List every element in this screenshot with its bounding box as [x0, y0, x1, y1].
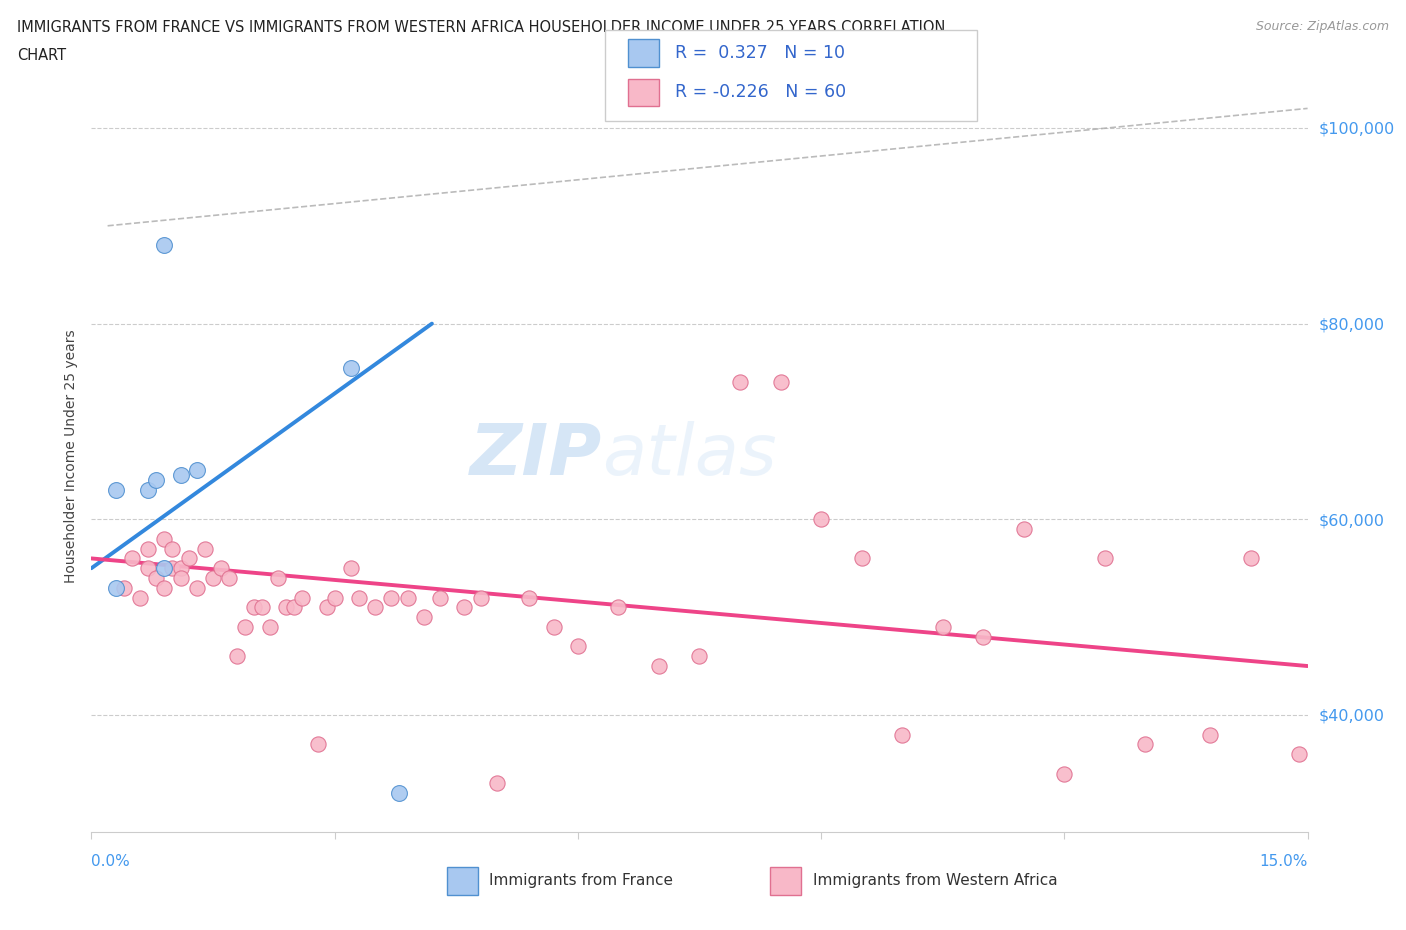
Point [226, 649, 249, 664]
Text: IMMIGRANTS FROM FRANCE VS IMMIGRANTS FROM WESTERN AFRICA HOUSEHOLDER INCOME UNDE: IMMIGRANTS FROM FRANCE VS IMMIGRANTS FRO… [17, 20, 945, 35]
Point [1135, 737, 1157, 751]
Point [543, 619, 565, 634]
Point [364, 600, 387, 615]
Point [162, 561, 184, 576]
Point [202, 570, 225, 585]
Text: atlas: atlas [602, 421, 776, 490]
Point [517, 591, 540, 605]
Point [607, 600, 630, 615]
Point [323, 591, 346, 605]
Point [688, 649, 710, 664]
Point [250, 600, 273, 615]
Point [209, 561, 232, 576]
Point [1199, 727, 1222, 742]
Point [340, 561, 363, 576]
Point [810, 512, 832, 526]
Point [186, 580, 208, 595]
Text: R = -0.226   N = 60: R = -0.226 N = 60 [675, 84, 846, 101]
Point [145, 570, 167, 585]
Point [291, 591, 314, 605]
Point [769, 375, 792, 390]
Point [169, 468, 191, 483]
Point [567, 639, 589, 654]
Point [347, 591, 370, 605]
Point [396, 591, 419, 605]
Point [162, 541, 184, 556]
Point [104, 483, 127, 498]
Point [429, 591, 451, 605]
Point [153, 561, 176, 576]
Point [153, 580, 176, 595]
Point [340, 360, 363, 375]
Point [153, 531, 176, 546]
Point [169, 561, 191, 576]
Y-axis label: Householder Income Under 25 years: Householder Income Under 25 years [63, 329, 77, 582]
Point [177, 551, 200, 565]
Point [470, 591, 492, 605]
Point [235, 619, 257, 634]
Point [104, 580, 127, 595]
Point [891, 727, 914, 742]
Point [274, 600, 297, 615]
Point [112, 580, 135, 595]
Point [136, 561, 159, 576]
Point [169, 570, 191, 585]
Point [145, 472, 167, 487]
Point [1012, 522, 1035, 537]
Text: Source: ZipAtlas.com: Source: ZipAtlas.com [1256, 20, 1389, 33]
Point [121, 551, 143, 565]
Point [1053, 766, 1076, 781]
Point [972, 630, 994, 644]
Point [485, 776, 508, 790]
Point [851, 551, 873, 565]
Point [728, 375, 751, 390]
Point [136, 483, 159, 498]
Point [267, 570, 290, 585]
Point [186, 463, 208, 478]
Text: 15.0%: 15.0% [1260, 854, 1308, 869]
Text: R =  0.327   N = 10: R = 0.327 N = 10 [675, 45, 845, 62]
Text: Immigrants from Western Africa: Immigrants from Western Africa [813, 873, 1057, 888]
Point [388, 786, 411, 801]
Point [136, 541, 159, 556]
Point [453, 600, 475, 615]
Text: 0.0%: 0.0% [91, 854, 131, 869]
Point [412, 610, 434, 625]
Point [315, 600, 337, 615]
Point [283, 600, 305, 615]
Point [129, 591, 152, 605]
Point [194, 541, 217, 556]
Point [218, 570, 240, 585]
Point [1240, 551, 1263, 565]
Point [153, 238, 176, 253]
Point [931, 619, 953, 634]
Point [307, 737, 329, 751]
Point [1094, 551, 1116, 565]
Text: ZIP: ZIP [470, 421, 602, 490]
Point [1288, 747, 1310, 762]
Point [242, 600, 264, 615]
Point [648, 658, 671, 673]
Point [259, 619, 281, 634]
Text: Immigrants from France: Immigrants from France [489, 873, 673, 888]
Point [380, 591, 402, 605]
Text: CHART: CHART [17, 48, 66, 63]
